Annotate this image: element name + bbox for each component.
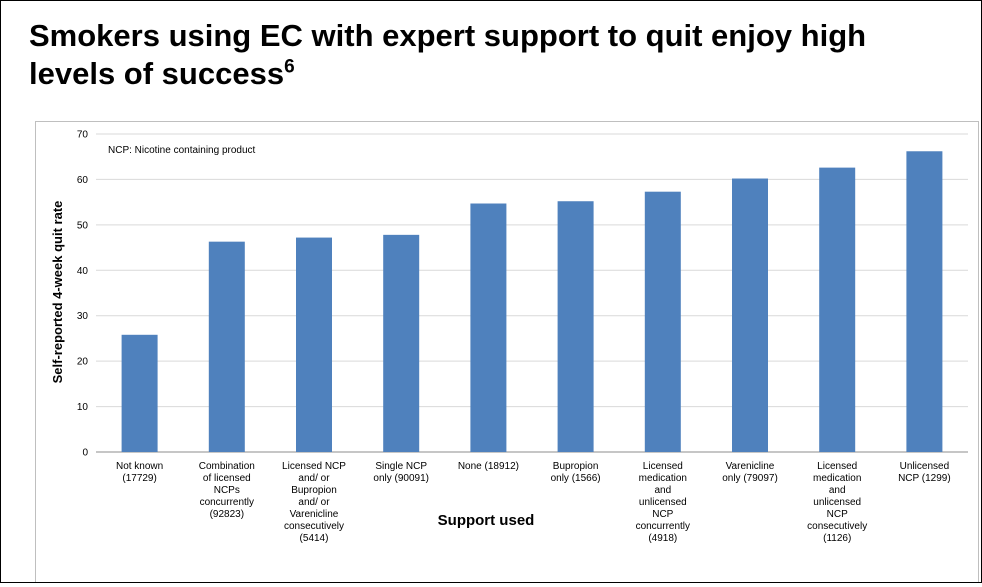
- x-tick-label: Varenicline only (79097): [722, 461, 778, 484]
- x-tick-label: Single NCP only (90091): [373, 461, 429, 484]
- x-tick-label-line: Single NCP: [375, 461, 427, 472]
- x-tick-label-line: unlicensed: [639, 497, 687, 508]
- y-tick-label: 10: [77, 402, 89, 413]
- y-tick-labels: 0 10 20 30 40 50 60 70: [77, 130, 89, 459]
- bar: [732, 178, 768, 452]
- x-tick-label-line: Unlicensed: [900, 461, 949, 472]
- chart-annotation: NCP: Nicotine containing product: [108, 145, 256, 156]
- bar-chart: 0 10 20 30 40 50 60 70 Not known (17729) Combinat…: [50, 130, 968, 544]
- x-tick-label-line: only (79097): [722, 473, 778, 484]
- x-tick-label-line: Licensed: [817, 461, 857, 472]
- x-tick-label-line: None (18912): [458, 461, 519, 472]
- bar: [208, 241, 245, 452]
- y-tick-label: 30: [77, 311, 89, 322]
- bar: [906, 151, 943, 452]
- x-tick-label-line: Bupropion: [553, 461, 599, 472]
- x-tick-label-line: medication: [813, 473, 861, 484]
- x-tick-label-line: and: [654, 485, 671, 496]
- x-tick-label-line: Varenicline: [726, 461, 775, 472]
- y-tick-label: 0: [82, 448, 88, 459]
- x-tick-label: Bupropion only (1566): [551, 461, 601, 484]
- x-tick-label: Not known (17729): [116, 461, 163, 484]
- x-tick-label-line: of licensed: [203, 473, 251, 484]
- x-axis-label: Support used: [438, 512, 535, 529]
- x-tick-label: Combination of licensed NCPs concurrently (9…: [199, 461, 255, 520]
- x-tick-label: None (18912): [458, 461, 519, 472]
- y-tick-label: 60: [77, 175, 89, 186]
- x-tick-label: Licensed medication and unlicensed NCP concur…: [636, 461, 690, 544]
- x-tick-label-line: unlicensed: [813, 497, 861, 508]
- y-tick-label: 70: [77, 130, 89, 141]
- bar: [383, 234, 420, 452]
- x-tick-label-line: NCP: [827, 509, 848, 520]
- x-tick-label-line: NCP (1299): [898, 473, 951, 484]
- x-tick-label-line: NCP: [652, 509, 673, 520]
- x-tick-label-line: Licensed: [643, 461, 683, 472]
- bar: [470, 203, 507, 452]
- x-tick-label-line: (4918): [648, 533, 677, 544]
- y-axis-label: Self-reported 4-week quit rate: [50, 201, 65, 384]
- x-tick-label-line: (1126): [823, 533, 851, 544]
- x-tick-label-line: consecutively: [284, 521, 344, 532]
- x-tick-label-line: only (1566): [551, 473, 601, 484]
- x-tick-label-line: Varenicline: [290, 509, 339, 520]
- bar: [557, 201, 594, 452]
- bars: [121, 151, 943, 453]
- x-tick-label-line: and: [829, 485, 846, 496]
- x-tick-label: Licensed medication and unlicensed NCP consec…: [807, 461, 867, 544]
- x-tick-label-line: and/ or: [298, 473, 330, 484]
- x-tick-label-line: only (90091): [373, 473, 429, 484]
- x-tick-label-line: concurrently: [636, 521, 690, 532]
- bar: [121, 334, 158, 452]
- title-superscript: 6: [284, 56, 295, 78]
- y-tick-label: 20: [77, 357, 89, 368]
- y-tick-label: 50: [77, 220, 89, 231]
- x-tick-label-line: (17729): [122, 473, 156, 484]
- x-tick-label-line: (92823): [210, 509, 244, 520]
- x-tick-label-line: consecutively: [807, 521, 867, 532]
- x-tick-label: Licensed NCP and/ or Bupropion and/ or Varen…: [282, 461, 346, 544]
- bar: [644, 191, 681, 452]
- x-tick-label-line: medication: [639, 473, 687, 484]
- x-tick-labels: Not known (17729)Combination of licensed NC…: [116, 461, 951, 544]
- x-tick-label-line: and/ or: [298, 497, 330, 508]
- x-tick-label-line: Combination: [199, 461, 255, 472]
- x-tick-label-line: concurrently: [200, 497, 254, 508]
- bar: [819, 167, 856, 453]
- slide-title-text: Smokers using EC with expert support to …: [29, 18, 867, 91]
- x-tick-label-line: Licensed NCP: [282, 461, 346, 472]
- x-tick-label-line: (5414): [300, 533, 329, 544]
- chart-frame: 0 10 20 30 40 50 60 70 Not known (17729) Combinat…: [35, 121, 979, 582]
- x-tick-label-line: Bupropion: [291, 485, 337, 496]
- bar: [296, 237, 332, 452]
- slide-title: Smokers using EC with expert support to …: [29, 17, 929, 93]
- x-tick-label-line: NCPs: [214, 485, 240, 496]
- x-tick-label-line: Not known: [116, 461, 163, 472]
- y-tick-label: 40: [77, 266, 89, 277]
- x-tick-label: Unlicensed NCP (1299): [898, 461, 951, 484]
